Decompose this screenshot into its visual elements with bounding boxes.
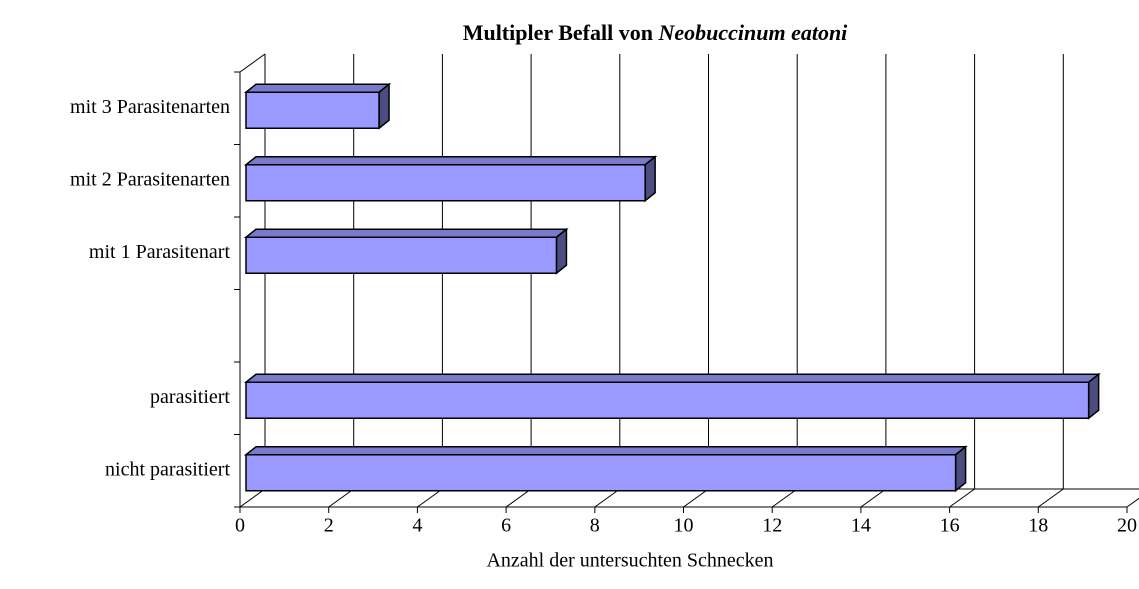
- bar-top: [243, 156, 658, 166]
- x-tick-label: 18: [1028, 515, 1048, 537]
- floor-line: [771, 488, 798, 508]
- floor-line: [239, 488, 266, 508]
- title-part: Neobuccinum eatoni: [657, 20, 848, 45]
- bar-side: [954, 445, 967, 493]
- bar-side: [644, 155, 656, 203]
- y-tick-label: mit 2 Parasitenarten: [70, 168, 230, 190]
- bar-top: [243, 446, 968, 456]
- bar: [245, 454, 957, 492]
- bar: [245, 236, 558, 274]
- x-tick-label: 6: [501, 515, 511, 537]
- bar: [245, 91, 380, 129]
- x-tick-label: 12: [762, 515, 782, 537]
- floor-line: [328, 488, 354, 508]
- bar-side: [378, 82, 390, 130]
- x-tick-label: 8: [590, 515, 600, 537]
- y-tick-label: nicht parasitiert: [105, 458, 230, 480]
- x-axis-label: Anzahl der untersuchten Schnecken: [486, 550, 773, 572]
- x-tick-label: 2: [324, 515, 334, 537]
- bar-side: [1087, 372, 1100, 420]
- x-tick-label: 0: [235, 515, 245, 537]
- chart-title: Multipler Befall von Neobuccinum eatoni: [463, 20, 848, 45]
- floor-line: [860, 488, 887, 508]
- y-tick-label: mit 3 Parasitenarten: [70, 96, 230, 118]
- floor-line: [505, 488, 532, 508]
- bar-top: [243, 373, 1101, 383]
- x-tick-label: 14: [851, 515, 871, 537]
- y-tick-label: mit 1 Parasitenart: [89, 241, 231, 263]
- floor-line: [594, 488, 621, 508]
- x-tick-label: 16: [940, 515, 960, 537]
- bar: [245, 164, 646, 202]
- bar-side: [555, 227, 568, 275]
- floor-line: [1126, 497, 1139, 508]
- bar-top: [243, 228, 569, 238]
- floor-line: [417, 488, 443, 508]
- floor-line: [949, 488, 975, 508]
- title-part: Multipler Befall von: [463, 20, 653, 45]
- wall-edge: [239, 53, 266, 73]
- x-tick-label: 20: [1117, 515, 1137, 537]
- floor-line: [683, 488, 709, 508]
- floor-line: [1038, 488, 1064, 508]
- x-tick-label: 10: [674, 515, 694, 537]
- bar: [245, 381, 1090, 419]
- x-tick-label: 4: [412, 515, 422, 537]
- y-tick-label: parasitiert: [150, 386, 230, 408]
- bar-top: [243, 83, 392, 93]
